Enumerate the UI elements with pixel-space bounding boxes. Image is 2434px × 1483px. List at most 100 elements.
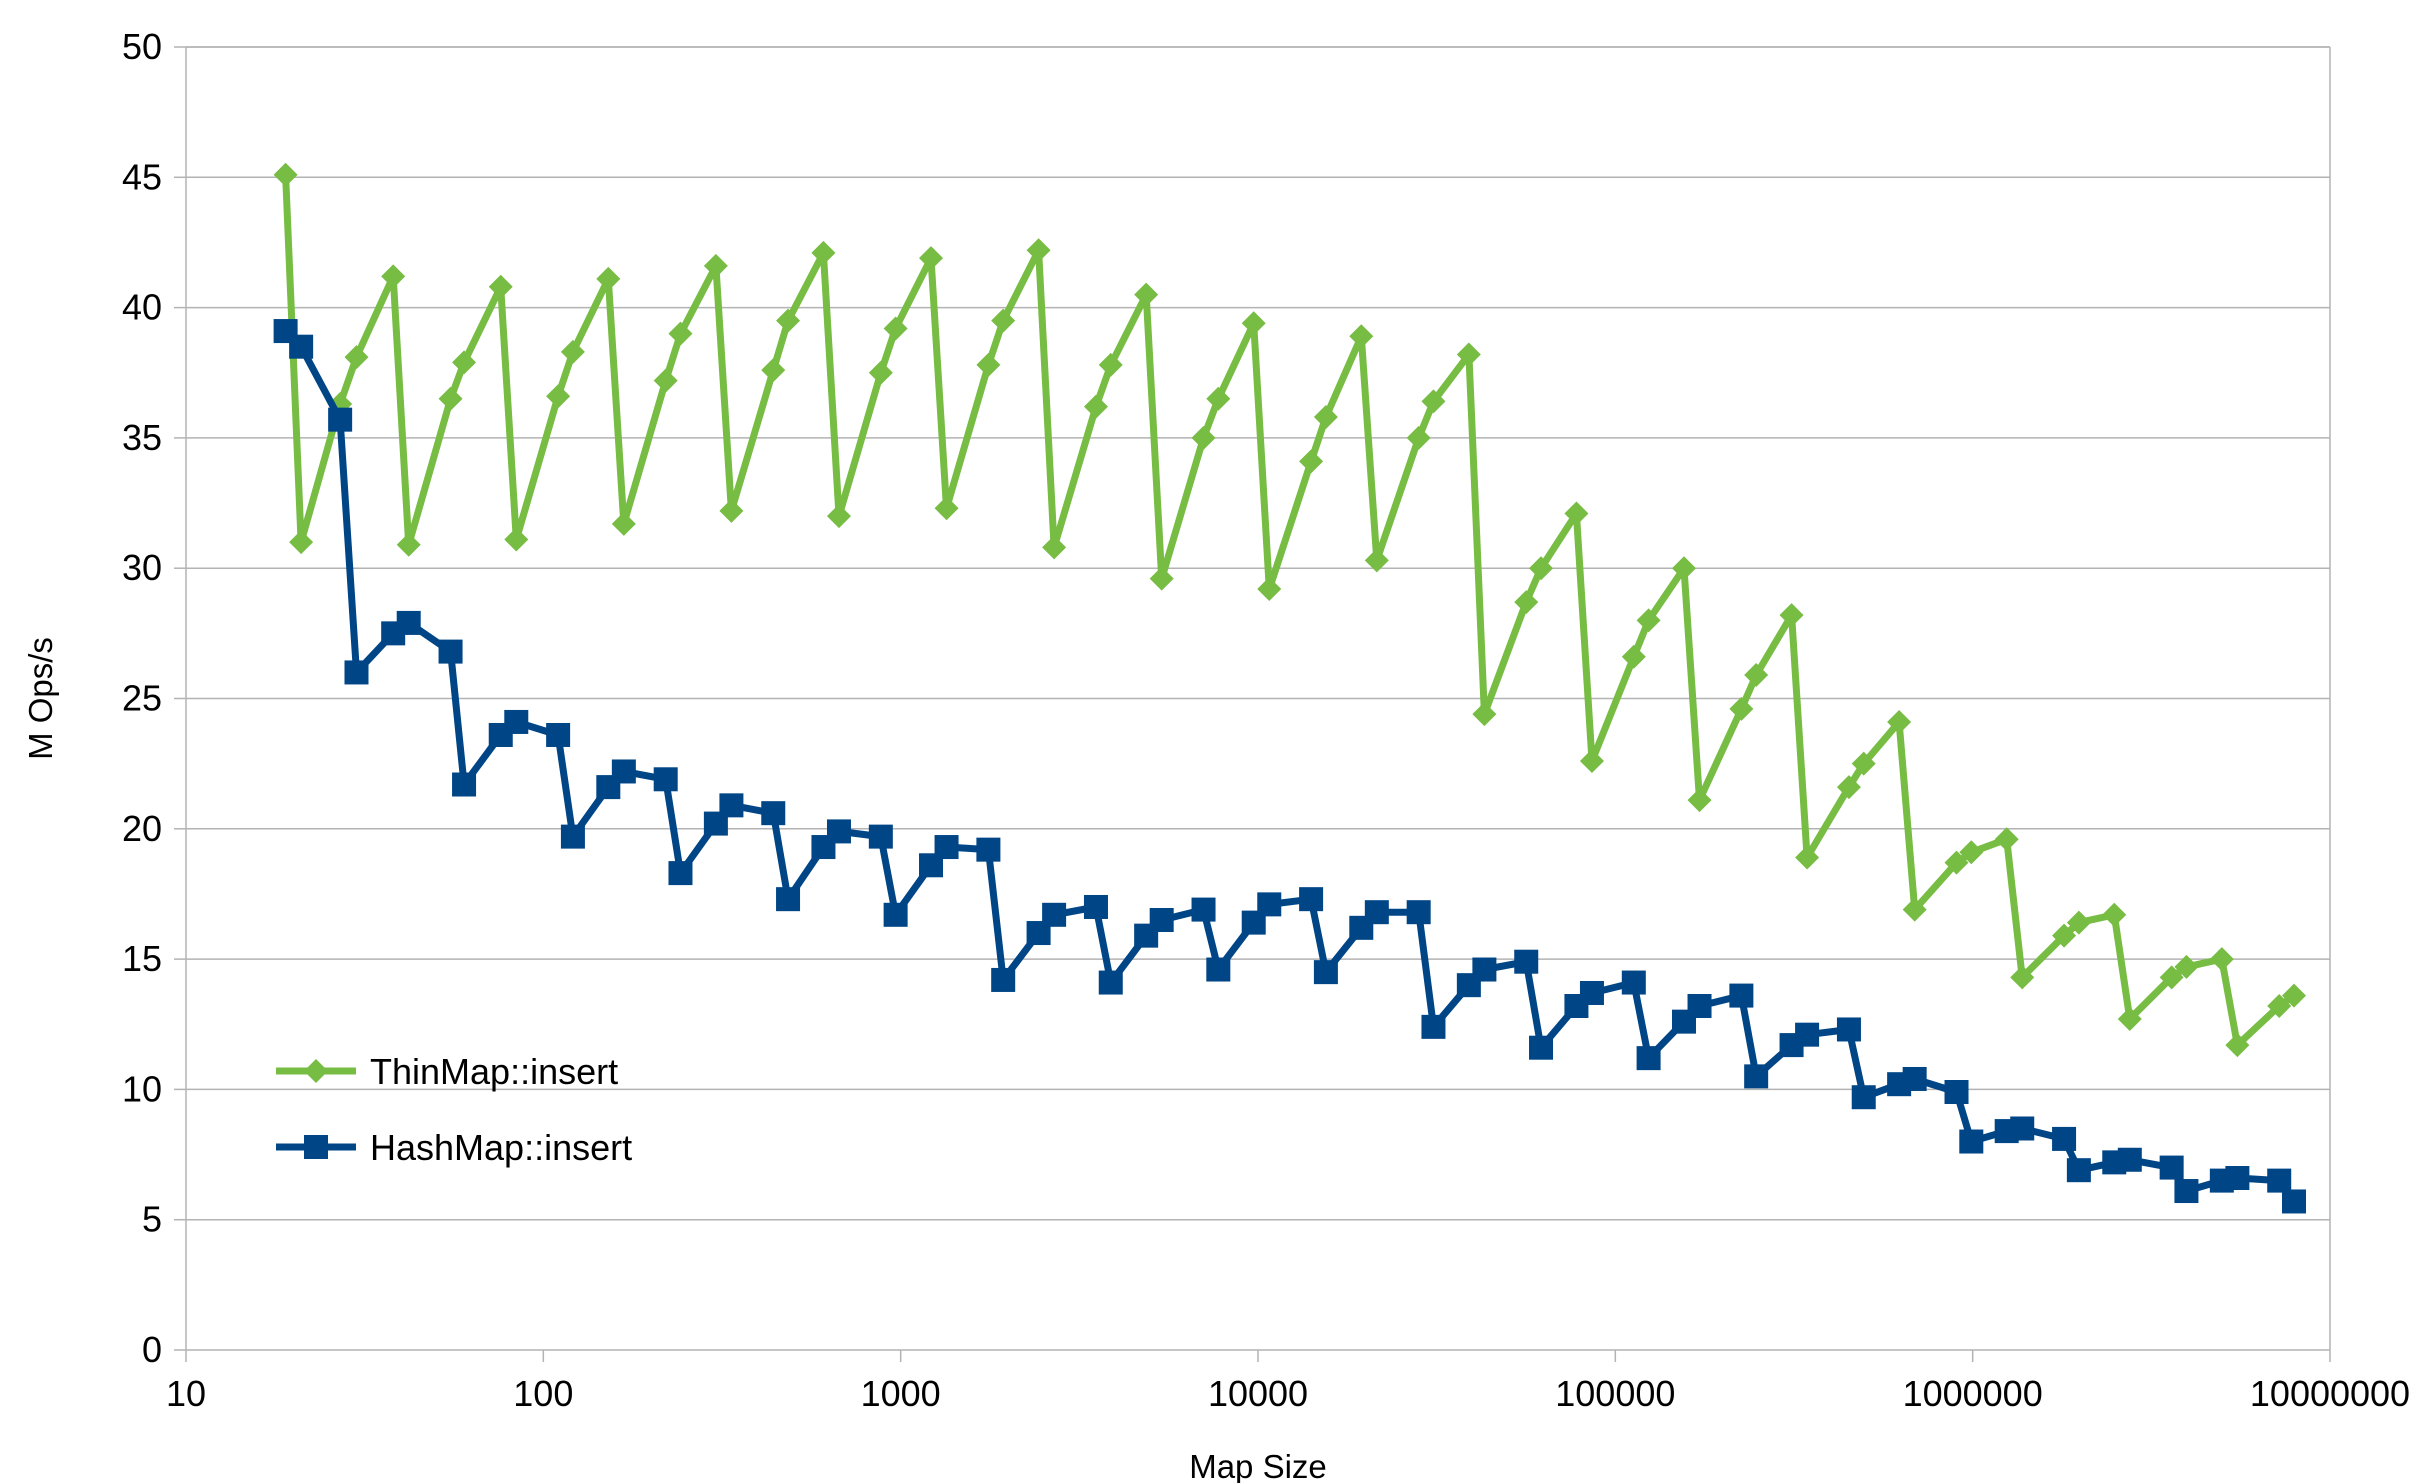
data-point — [1836, 775, 1861, 800]
data-point — [653, 368, 678, 393]
data-point — [653, 767, 678, 792]
grid-lines — [186, 46, 2330, 1221]
x-tick-label: 10 — [166, 1373, 206, 1414]
data-point — [719, 498, 744, 523]
data-point — [761, 801, 786, 826]
data-point — [2174, 1179, 2199, 1204]
data-point — [719, 793, 744, 818]
data-point — [976, 837, 1001, 862]
data-point — [504, 709, 529, 734]
data-point — [1134, 282, 1159, 307]
data-point — [546, 384, 571, 409]
data-point — [560, 339, 585, 364]
series-0 — [273, 162, 2307, 1058]
data-point — [344, 345, 369, 370]
data-point — [396, 532, 421, 557]
data-point — [289, 530, 314, 555]
data-point — [991, 308, 1016, 333]
data-point — [1206, 386, 1231, 411]
data-point — [2052, 923, 2077, 948]
data-point — [488, 274, 513, 299]
data-point — [1098, 352, 1123, 377]
y-tick-label: 50 — [122, 26, 162, 67]
data-point — [2010, 965, 2035, 990]
data-point — [2225, 1166, 2250, 1191]
data-point — [2052, 1126, 2077, 1151]
data-point — [2066, 1158, 2091, 1183]
data-point — [1851, 751, 1876, 776]
data-point — [668, 321, 693, 346]
data-point — [1851, 1085, 1876, 1110]
data-point — [452, 350, 477, 375]
data-point — [1744, 1064, 1769, 1089]
data-point — [2282, 983, 2307, 1008]
y-tick-label: 10 — [122, 1068, 162, 1109]
data-point — [826, 819, 851, 844]
data-point — [1514, 590, 1539, 615]
data-point — [1729, 983, 1754, 1008]
data-point — [1042, 902, 1067, 927]
data-point — [1191, 897, 1216, 922]
data-point — [596, 266, 621, 291]
data-point — [273, 162, 298, 187]
data-point — [1959, 1129, 1984, 1154]
legend-entry-0: ThinMap::insert — [276, 1051, 618, 1092]
data-point — [761, 358, 786, 383]
data-point — [1241, 311, 1266, 336]
data-point — [1902, 897, 1927, 922]
data-point — [1687, 994, 1712, 1019]
data-point — [1083, 894, 1108, 919]
x-tick-label: 100 — [513, 1373, 573, 1414]
data-point — [1944, 1080, 1969, 1105]
data-point — [1364, 548, 1389, 573]
data-point — [1406, 425, 1431, 450]
data-point — [1579, 980, 1604, 1005]
data-point — [1687, 788, 1712, 813]
data-point — [2267, 1168, 2292, 1193]
data-point — [2159, 1155, 2184, 1180]
data-point — [1944, 850, 1969, 875]
data-point — [1529, 1035, 1554, 1060]
data-point — [438, 639, 463, 664]
data-point — [2066, 910, 2091, 935]
series-line — [282, 171, 2298, 1049]
x-tick-label: 100000 — [1555, 1373, 1675, 1414]
data-point — [883, 316, 908, 341]
y-tick-label: 15 — [122, 938, 162, 979]
data-point — [1621, 970, 1646, 995]
data-point — [452, 772, 477, 797]
data-point — [1299, 449, 1324, 474]
y-tick-label: 30 — [122, 547, 162, 588]
y-axis-title: M Ops/s — [22, 637, 59, 760]
data-point — [2117, 1147, 2142, 1172]
data-point — [1795, 845, 1820, 870]
y-tick-label: 20 — [122, 808, 162, 849]
data-point — [344, 660, 369, 685]
data-point — [1472, 957, 1497, 982]
data-point — [289, 334, 314, 359]
data-point — [381, 264, 406, 289]
data-point — [826, 504, 851, 529]
legend-marker — [304, 1135, 328, 1159]
data-point — [811, 240, 836, 265]
data-point — [1149, 908, 1174, 933]
data-point — [919, 246, 944, 271]
y-tick-label: 5 — [142, 1199, 162, 1240]
data-point — [1364, 900, 1389, 925]
legend-marker — [304, 1059, 328, 1083]
data-point — [868, 360, 893, 385]
x-axis-title: Map Size — [1189, 1448, 1327, 1483]
data-point — [1636, 1046, 1661, 1071]
series-1 — [273, 319, 2307, 1214]
data-point — [546, 722, 571, 747]
x-tick-label: 10000000 — [2250, 1373, 2410, 1414]
data-point — [1257, 577, 1282, 602]
data-point — [1083, 394, 1108, 419]
data-point — [883, 902, 908, 927]
data-point — [611, 511, 636, 536]
data-point — [2159, 965, 2184, 990]
data-point — [2209, 947, 2234, 972]
